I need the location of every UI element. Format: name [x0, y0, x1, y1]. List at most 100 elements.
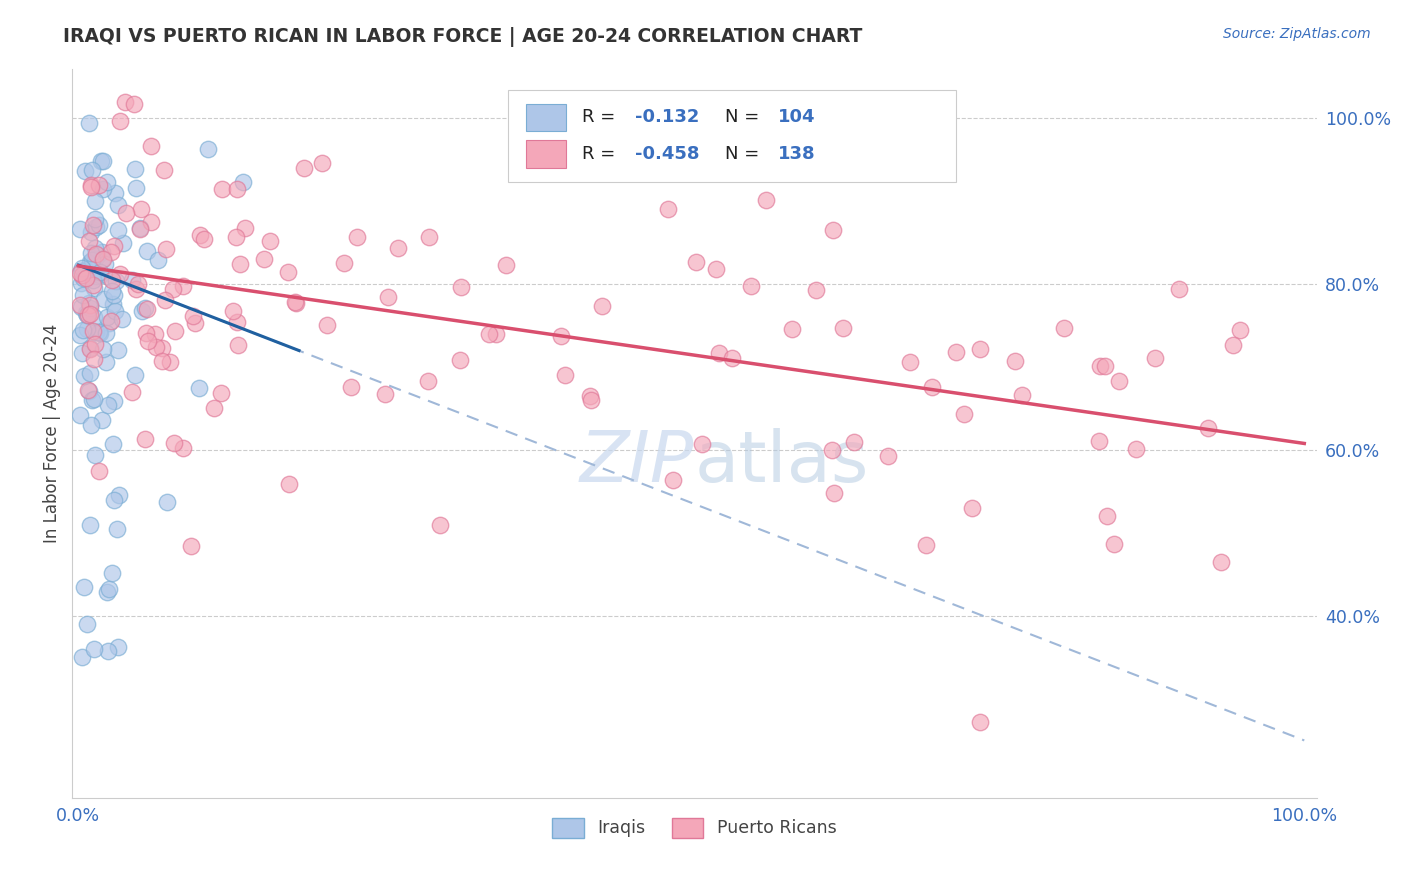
Point: [1102, 537, 1125, 551]
Point: [193, 231, 215, 245]
Point: [82, 392, 104, 407]
Point: [125, 181, 148, 195]
Point: [429, 518, 451, 533]
Point: [449, 353, 471, 368]
Point: [821, 442, 844, 457]
Point: [84, 211, 107, 226]
Point: [111, 312, 134, 326]
Point: [124, 368, 146, 383]
Text: R =: R =: [582, 109, 621, 127]
Point: [96, 584, 118, 599]
Point: [155, 293, 177, 308]
Point: [311, 155, 333, 169]
Point: [89, 265, 111, 279]
Point: [72, 323, 94, 337]
Text: IRAQI VS PUERTO RICAN IN LABOR FORCE | AGE 20-24 CORRELATION CHART: IRAQI VS PUERTO RICAN IN LABOR FORCE | A…: [63, 27, 863, 46]
Point: [1144, 351, 1167, 365]
Point: [163, 324, 186, 338]
Point: [79, 296, 101, 310]
Point: [83, 352, 105, 367]
Text: -0.132: -0.132: [634, 109, 699, 127]
Point: [232, 175, 254, 189]
Point: [80, 226, 103, 240]
Point: [76, 616, 98, 631]
Point: [755, 194, 778, 208]
Point: [103, 239, 125, 253]
Y-axis label: In Labor Force | Age 20-24: In Labor Force | Age 20-24: [44, 324, 60, 543]
Point: [139, 215, 162, 229]
Point: [844, 434, 866, 449]
Point: [172, 441, 194, 455]
Point: [70, 650, 93, 665]
Point: [969, 714, 991, 729]
Point: [73, 263, 96, 277]
Point: [91, 342, 114, 356]
Point: [82, 277, 104, 292]
Point: [806, 283, 828, 297]
Text: ZIP: ZIP: [581, 428, 695, 497]
Point: [156, 495, 179, 509]
Point: [93, 292, 115, 306]
Point: [97, 398, 120, 412]
Point: [136, 334, 159, 348]
Point: [84, 448, 107, 462]
Point: [225, 229, 247, 244]
Point: [550, 329, 572, 343]
Point: [84, 247, 107, 261]
Point: [184, 316, 207, 330]
Point: [98, 316, 121, 330]
Point: [172, 279, 194, 293]
Point: [1053, 321, 1076, 335]
Text: 104: 104: [778, 109, 815, 127]
Point: [188, 227, 211, 242]
FancyBboxPatch shape: [526, 103, 567, 131]
Point: [107, 223, 129, 237]
Point: [94, 257, 117, 271]
Point: [97, 269, 120, 284]
FancyBboxPatch shape: [526, 140, 567, 168]
Point: [876, 450, 898, 464]
Point: [90, 413, 112, 427]
Point: [953, 407, 976, 421]
Text: N =: N =: [725, 145, 765, 163]
Point: [960, 500, 983, 515]
Point: [377, 290, 399, 304]
Point: [80, 163, 103, 178]
Point: [1095, 509, 1118, 524]
Point: [139, 139, 162, 153]
Point: [101, 437, 124, 451]
Point: [79, 255, 101, 269]
Legend: Iraqis, Puerto Ricans: Iraqis, Puerto Ricans: [546, 811, 844, 845]
Point: [114, 95, 136, 109]
Point: [135, 302, 157, 317]
Point: [108, 488, 131, 502]
Point: [202, 401, 225, 416]
Point: [97, 644, 120, 658]
Point: [1088, 359, 1111, 373]
Point: [478, 326, 501, 341]
Point: [253, 252, 276, 266]
Point: [79, 298, 101, 312]
Point: [70, 260, 93, 275]
Point: [159, 354, 181, 368]
Point: [900, 355, 922, 369]
Point: [110, 114, 132, 128]
Point: [69, 266, 91, 280]
Point: [76, 308, 98, 322]
Point: [136, 244, 159, 258]
Point: [127, 277, 149, 291]
Point: [72, 271, 94, 285]
Point: [450, 279, 472, 293]
Point: [721, 351, 744, 365]
Point: [84, 325, 107, 339]
Point: [80, 253, 103, 268]
Point: [135, 326, 157, 341]
Point: [197, 143, 219, 157]
Point: [91, 153, 114, 168]
Point: [97, 582, 120, 596]
Point: [121, 272, 143, 286]
Point: [579, 389, 602, 403]
Point: [831, 321, 853, 335]
Point: [416, 374, 439, 388]
Point: [90, 244, 112, 259]
